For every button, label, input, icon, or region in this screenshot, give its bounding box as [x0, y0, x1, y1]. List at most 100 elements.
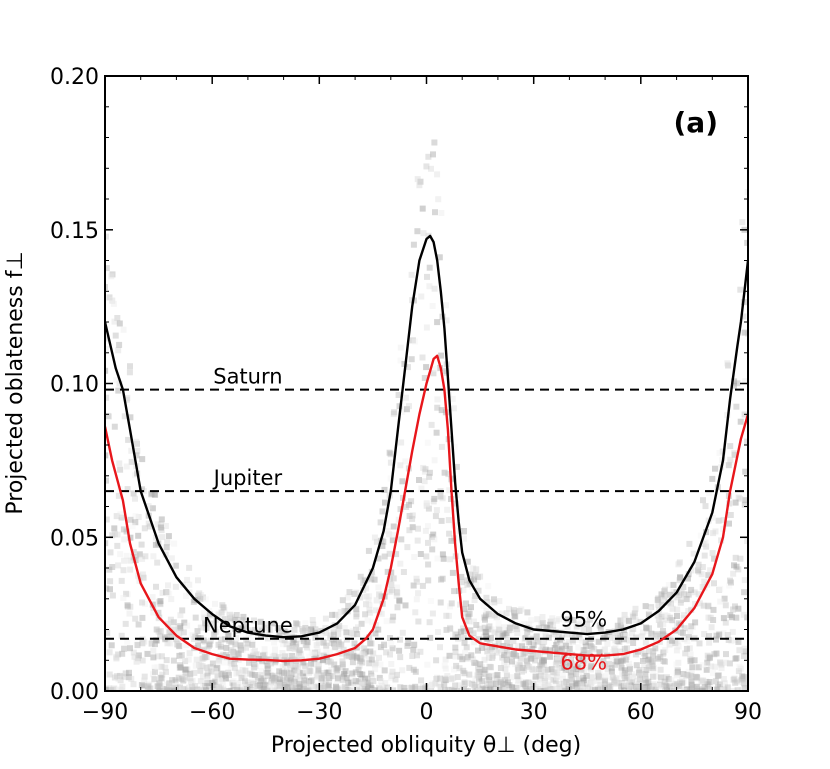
- density-cell: [681, 636, 688, 643]
- density-cell: [360, 652, 367, 659]
- density-cell: [156, 686, 163, 691]
- density-cell: [130, 549, 137, 556]
- density-cell: [111, 531, 118, 538]
- density-cell: [580, 626, 587, 632]
- density-cell: [673, 670, 680, 677]
- density-cell: [126, 610, 133, 617]
- density-cell: [704, 682, 711, 689]
- density-cell: [239, 626, 246, 633]
- density-cell: [281, 628, 288, 635]
- density-cell: [567, 683, 574, 690]
- density-cell: [691, 686, 698, 691]
- density-cell: [419, 354, 426, 361]
- density-cell: [566, 645, 573, 652]
- density-cell: [646, 625, 652, 632]
- density-cell: [688, 670, 695, 677]
- density-cell: [291, 681, 298, 688]
- density-cell: [715, 517, 722, 524]
- density-cell: [663, 674, 670, 681]
- density-cell: [139, 599, 146, 606]
- density-cell: [744, 614, 748, 621]
- density-cell: [348, 679, 355, 686]
- density-cell: [590, 654, 597, 661]
- density-cell: [732, 637, 739, 644]
- density-cell: [626, 666, 633, 672]
- density-cell: [451, 588, 458, 595]
- density-cell: [716, 450, 723, 456]
- density-cell: [687, 656, 694, 663]
- density-cell: [740, 674, 747, 681]
- density-cell: [613, 680, 620, 687]
- density-cell: [215, 684, 222, 691]
- density-cell: [182, 658, 189, 665]
- density-cell: [665, 676, 672, 683]
- density-cell: [114, 542, 121, 549]
- density-cell: [150, 553, 157, 560]
- density-cell: [250, 663, 257, 670]
- density-cell: [106, 566, 113, 573]
- density-cell: [706, 633, 713, 640]
- density-cell: [434, 396, 441, 403]
- density-cell: [358, 684, 365, 691]
- density-cell: [699, 678, 706, 685]
- density-cell: [276, 682, 283, 689]
- density-cell: [659, 630, 666, 637]
- density-cell: [265, 635, 271, 642]
- density-cell: [551, 645, 558, 651]
- density-cell: [367, 648, 374, 655]
- density-cell: [582, 639, 589, 646]
- density-cell: [194, 686, 201, 691]
- density-cell: [623, 688, 630, 691]
- density-cell: [726, 520, 732, 527]
- density-cell: [600, 647, 607, 654]
- density-cell: [694, 688, 701, 691]
- density-cell: [521, 683, 528, 690]
- density-cell: [688, 673, 695, 680]
- density-cell: [655, 682, 661, 689]
- density-cell: [482, 668, 489, 675]
- density-cell: [486, 685, 493, 691]
- density-cell: [127, 645, 133, 652]
- density-cell: [351, 591, 358, 597]
- density-cell: [231, 616, 238, 623]
- density-cell: [648, 686, 655, 691]
- density-cell: [133, 452, 140, 459]
- density-cell: [216, 677, 223, 684]
- density-cell: [483, 681, 490, 688]
- density-cell: [601, 684, 607, 691]
- density-cell: [357, 658, 364, 665]
- density-cell: [126, 369, 133, 376]
- density-cell: [456, 665, 463, 672]
- density-cell: [528, 655, 535, 662]
- density-cell: [272, 659, 279, 666]
- density-cell: [570, 665, 577, 672]
- density-cell: [521, 639, 528, 646]
- density-cell: [411, 554, 418, 560]
- density-cell: [176, 664, 183, 671]
- density-cell: [291, 645, 298, 652]
- density-cell: [732, 554, 739, 561]
- density-cell: [586, 616, 593, 623]
- density-cell: [300, 638, 307, 645]
- density-cell: [305, 687, 312, 691]
- density-cell: [263, 681, 270, 688]
- density-cell: [308, 627, 315, 634]
- density-cell: [242, 620, 249, 627]
- density-cell: [353, 686, 360, 691]
- density-cell: [140, 574, 147, 581]
- density-cell: [612, 637, 619, 644]
- density-cell: [506, 624, 513, 631]
- density-cell: [540, 657, 547, 664]
- density-cell: [619, 676, 626, 682]
- density-cell: [481, 633, 488, 640]
- density-cell: [157, 682, 164, 689]
- density-cell: [121, 557, 128, 564]
- density-cell: [343, 685, 350, 691]
- density-cell: [576, 672, 583, 679]
- density-cell: [575, 634, 582, 641]
- density-cell: [642, 639, 649, 646]
- density-cell: [128, 447, 135, 454]
- density-cell: [488, 645, 494, 652]
- density-cell: [294, 621, 301, 628]
- density-cell: [530, 667, 537, 674]
